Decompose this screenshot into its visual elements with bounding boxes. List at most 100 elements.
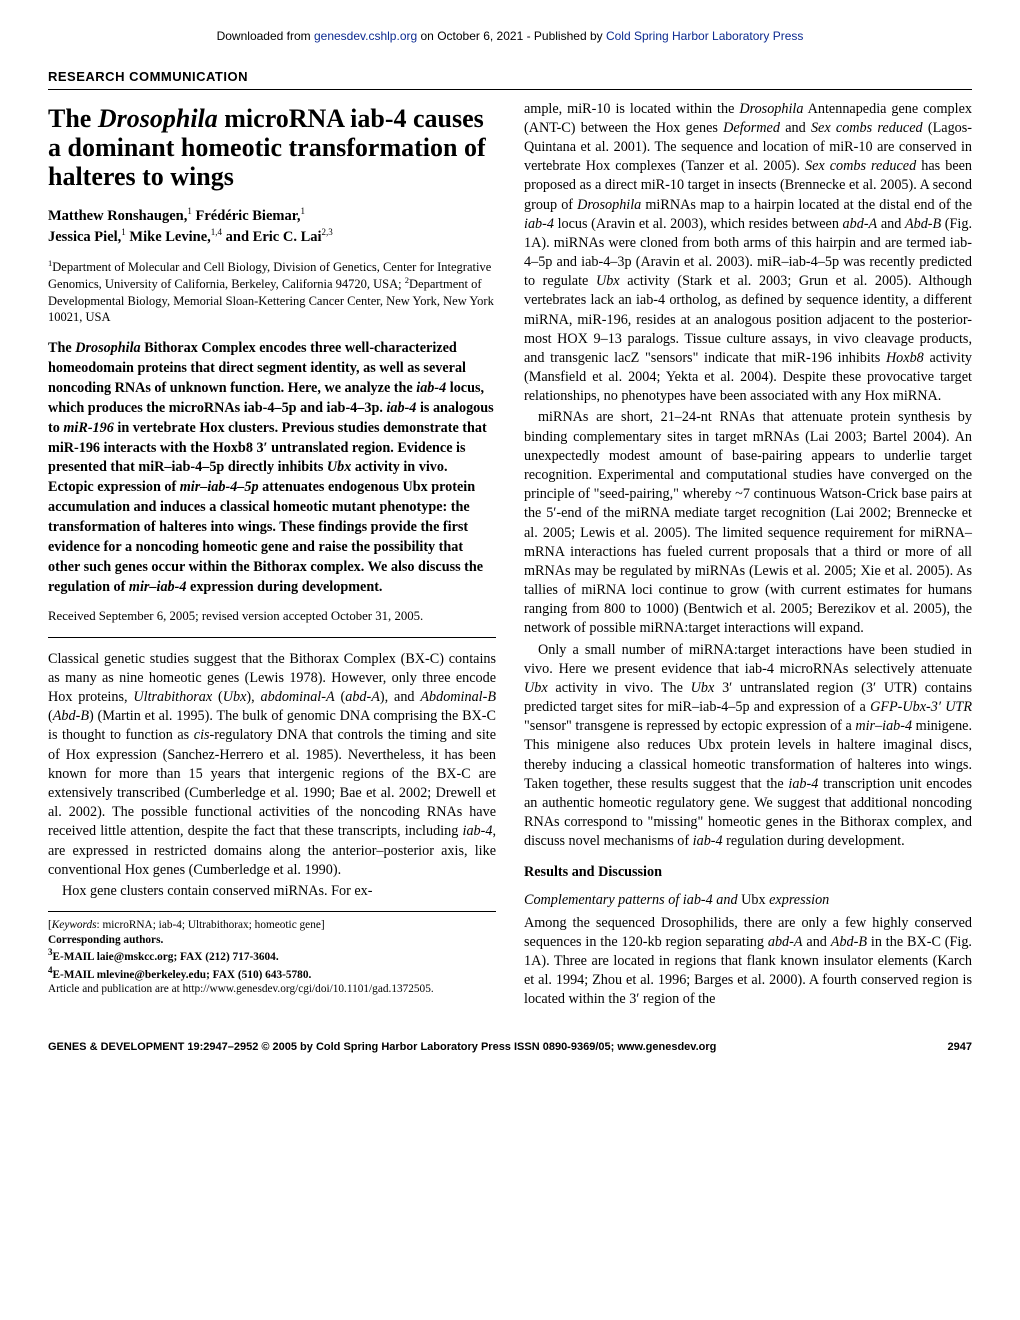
lp1g: (	[335, 689, 346, 705]
received-line: Received September 6, 2005; revised vers…	[48, 608, 496, 625]
affiliations: 1Department of Molecular and Cell Biolog…	[48, 258, 496, 325]
rp1m: locus (Aravin et al. 2003), which reside…	[554, 216, 843, 232]
rp4c: and	[803, 934, 831, 950]
download-link-1[interactable]: genesdev.cshlp.org	[314, 29, 417, 43]
sub-a: Complementary patterns of iab-4 and	[524, 892, 741, 908]
sub-c: expression	[766, 892, 830, 908]
lp1f: abdominal-A	[261, 689, 335, 705]
corr-label: Corresponding authors.	[48, 934, 163, 946]
two-column-layout: The Drosophila microRNA iab-4 causes a d…	[48, 100, 972, 1012]
abs-t14: mir–iab-4	[129, 579, 187, 595]
author-1: Matthew Ronshaugen,	[48, 208, 187, 224]
keywords-label: Keywords	[52, 919, 97, 931]
subsection-heading: Complementary patterns of iab-4 and Ubx …	[524, 891, 972, 910]
title-part2-ital: Drosophila	[98, 104, 218, 133]
sub-b: Ubx	[741, 892, 765, 908]
email-line-3: 3E-MAIL laie@mskcc.org; FAX (212) 717-36…	[48, 947, 496, 964]
rp1k: miRNAs map to a hairpin located at the d…	[641, 197, 972, 213]
rp1n: abd-A	[843, 216, 878, 232]
lp1l: Abd-B	[53, 708, 89, 724]
abs-t13: attenuates endogenous Ubx protein accumu…	[48, 479, 483, 594]
abstract-rule	[48, 637, 496, 638]
abs-t6: iab-4	[386, 400, 416, 416]
author-2: Frédéric Biemar,	[196, 208, 301, 224]
abs-t1: The	[48, 340, 75, 356]
authors: Matthew Ronshaugen,1 Frédéric Biemar,1 J…	[48, 205, 496, 248]
email4-text: E-MAIL mlevine@berkeley.edu; FAX (510) 6…	[53, 969, 312, 981]
lp1d: Ubx	[223, 689, 247, 705]
author-2-sup: 1	[300, 206, 305, 216]
rp1r: Ubx	[596, 273, 620, 289]
lp1o: -regulatory DNA that controls the timing…	[48, 727, 496, 839]
rp3a: Only a small number of miRNA:target inte…	[524, 642, 972, 677]
keywords-line: [Keywords: microRNA; iab-4; Ultrabithora…	[48, 918, 496, 933]
corresponding-line: Corresponding authors.	[48, 933, 496, 948]
rp3f: GFP-Ubx-3′ UTR	[870, 699, 972, 715]
rp1d: Deformed	[723, 120, 780, 136]
meta-block: [Keywords: microRNA; iab-4; Ultrabithora…	[48, 918, 496, 997]
abs-t15: expression during development.	[186, 579, 382, 595]
abs-t10: Ubx	[327, 459, 351, 475]
email3-text: E-MAIL laie@mskcc.org; FAX (212) 717-360…	[53, 951, 279, 963]
rp1t: Hoxb8	[886, 350, 924, 366]
rp3d: Ubx	[691, 680, 715, 696]
keywords-text: : microRNA; iab-4; Ultrabithorax; homeot…	[97, 919, 325, 931]
rp3c: activity in vivo. The	[548, 680, 691, 696]
download-bar: Downloaded from genesdev.cshlp.org on Oc…	[48, 28, 972, 44]
lp1j: Abdominal-B	[420, 689, 496, 705]
rp3h: mir–iab-4	[855, 718, 912, 734]
top-rule	[48, 89, 972, 90]
author-5-sup: 2,3	[322, 227, 333, 237]
author-4-sup: 1,4	[211, 227, 222, 237]
abs-t4: iab-4	[416, 380, 446, 396]
rp1l: iab-4	[524, 216, 554, 232]
lp1e: ),	[246, 689, 260, 705]
abs-t2: Drosophila	[75, 340, 140, 356]
article-title: The Drosophila microRNA iab-4 causes a d…	[48, 104, 496, 191]
lp1p: iab-4	[463, 823, 493, 839]
lp1n: cis	[194, 727, 210, 743]
rp1e: and	[780, 120, 811, 136]
lp1b: Ultrabithorax	[133, 689, 212, 705]
left-para-1: Classical genetic studies suggest that t…	[48, 650, 496, 880]
lp1h: abd-A	[345, 689, 380, 705]
rp1p: Abd-B	[905, 216, 941, 232]
article-doi-line: Article and publication are at http://ww…	[48, 982, 496, 997]
download-link-2[interactable]: Cold Spring Harbor Laboratory Press	[606, 29, 803, 43]
right-para-4: Among the sequenced Drosophilids, there …	[524, 914, 972, 1010]
left-para-2: Hox gene clusters contain conserved miRN…	[48, 882, 496, 901]
rp1h: Sex combs reduced	[805, 158, 916, 174]
author-4: Mike Levine,	[129, 229, 210, 245]
rp3g: "sensor" transgene is repressed by ectop…	[524, 718, 855, 734]
right-para-1: ample, miR-10 is located within the Dros…	[524, 100, 972, 407]
download-middle: on October 6, 2021 - Published by	[417, 29, 606, 43]
download-prefix: Downloaded from	[217, 29, 314, 43]
rp4d: Abd-B	[831, 934, 867, 950]
rp3m: regulation during development.	[723, 833, 905, 849]
rp3l: iab-4	[693, 833, 723, 849]
rp1j: Drosophila	[577, 197, 641, 213]
rp4b: abd-A	[768, 934, 803, 950]
rp1b: Drosophila	[739, 101, 803, 117]
rp1f: Sex combs reduced	[811, 120, 923, 136]
right-column: ample, miR-10 is located within the Dros…	[524, 100, 972, 1012]
page-number: 2947	[948, 1040, 972, 1055]
left-column: The Drosophila microRNA iab-4 causes a d…	[48, 100, 496, 1012]
rp1a: ample, miR-10 is located within the	[524, 101, 739, 117]
right-para-3: Only a small number of miRNA:target inte…	[524, 641, 972, 852]
author-5: and Eric C. Lai	[226, 229, 322, 245]
rp3j: iab-4	[788, 776, 818, 792]
email-line-4: 4E-MAIL mlevine@berkeley.edu; FAX (510) …	[48, 965, 496, 982]
lp1i: ), and	[380, 689, 420, 705]
meta-rule	[48, 911, 496, 912]
lp1c: (	[212, 689, 223, 705]
title-part1: The	[48, 104, 98, 133]
rp3b: Ubx	[524, 680, 548, 696]
page-footer: GENES & DEVELOPMENT 19:2947–2952 © 2005 …	[48, 1040, 972, 1055]
abs-t12: mir–iab-4–5p	[180, 479, 259, 495]
section-label: RESEARCH COMMUNICATION	[48, 68, 972, 89]
author-1-sup: 1	[187, 206, 192, 216]
footer-left: GENES & DEVELOPMENT 19:2947–2952 © 2005 …	[48, 1041, 716, 1053]
rp1o: and	[877, 216, 905, 232]
abstract: The Drosophila Bithorax Complex encodes …	[48, 339, 496, 597]
